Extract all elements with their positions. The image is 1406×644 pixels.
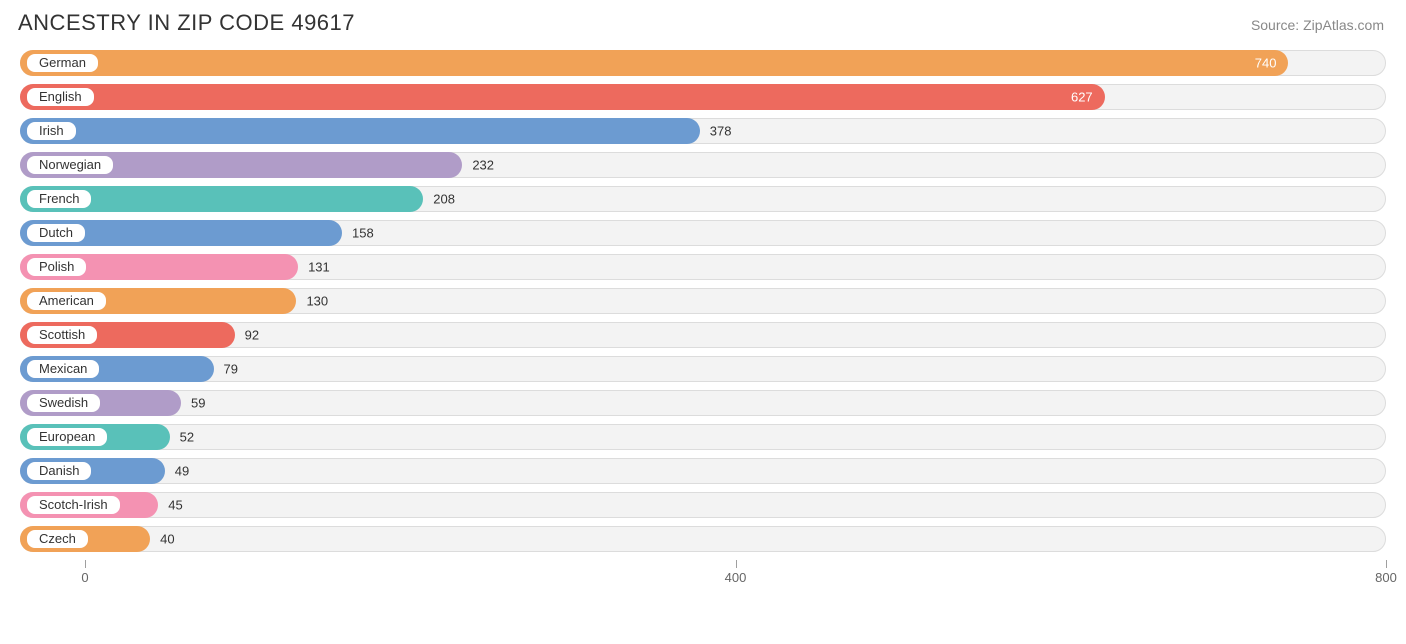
bar-value: 45 xyxy=(168,498,182,513)
bar-value: 158 xyxy=(352,226,374,241)
bar-value: 49 xyxy=(175,464,189,479)
bar-row: Scotch-Irish 45 xyxy=(20,492,1386,518)
bar-row: European 52 xyxy=(20,424,1386,450)
bar-row: English 627 xyxy=(20,84,1386,110)
category-pill: Mexican xyxy=(25,358,101,380)
bar-value: 740 xyxy=(1255,56,1277,71)
bar-value: 92 xyxy=(245,328,259,343)
bar-row: Czech 40 xyxy=(20,526,1386,552)
bar-track xyxy=(20,492,1386,518)
bar-track xyxy=(20,424,1386,450)
axis-tick-label: 0 xyxy=(81,570,88,585)
header: ANCESTRY IN ZIP CODE 49617 Source: ZipAt… xyxy=(0,0,1406,44)
bar-value: 40 xyxy=(160,532,174,547)
bar-chart: German 740 English 627 Irish 378 Norwegian 232 F… xyxy=(0,44,1406,630)
axis-tick xyxy=(736,560,737,568)
category-pill: Czech xyxy=(25,528,90,550)
bar-value: 52 xyxy=(180,430,194,445)
bar-row: Norwegian 232 xyxy=(20,152,1386,178)
axis-tick xyxy=(85,560,86,568)
bar-row: Danish 49 xyxy=(20,458,1386,484)
bar-row: German 740 xyxy=(20,50,1386,76)
bar-value: 378 xyxy=(710,124,732,139)
category-pill: Scotch-Irish xyxy=(25,494,122,516)
source-attribution: Source: ZipAtlas.com xyxy=(1251,17,1384,33)
category-pill: American xyxy=(25,290,108,312)
category-pill: Irish xyxy=(25,120,78,142)
bar-fill xyxy=(20,118,700,144)
axis-tick-label: 400 xyxy=(725,570,747,585)
bar-row: Swedish 59 xyxy=(20,390,1386,416)
bar-track xyxy=(20,390,1386,416)
bar-row: Dutch 158 xyxy=(20,220,1386,246)
bar-value: 131 xyxy=(308,260,330,275)
category-pill: French xyxy=(25,188,93,210)
category-pill: European xyxy=(25,426,109,448)
bar-row: Scottish 92 xyxy=(20,322,1386,348)
category-pill: Norwegian xyxy=(25,154,115,176)
category-pill: Dutch xyxy=(25,222,87,244)
chart-title: ANCESTRY IN ZIP CODE 49617 xyxy=(18,10,355,36)
category-pill: Scottish xyxy=(25,324,99,346)
bar-value: 59 xyxy=(191,396,205,411)
category-pill: German xyxy=(25,52,100,74)
bar-track xyxy=(20,458,1386,484)
bar-row: Irish 378 xyxy=(20,118,1386,144)
bar-value: 130 xyxy=(306,294,328,309)
bar-row: French 208 xyxy=(20,186,1386,212)
bar-value: 208 xyxy=(433,192,455,207)
bar-value: 232 xyxy=(472,158,494,173)
bar-row: Mexican 79 xyxy=(20,356,1386,382)
axis-tick xyxy=(1386,560,1387,568)
x-axis: 0400800 xyxy=(20,560,1386,590)
bar-value: 79 xyxy=(224,362,238,377)
category-pill: English xyxy=(25,86,96,108)
axis-tick-label: 800 xyxy=(1375,570,1397,585)
bar-fill xyxy=(20,50,1288,76)
bar-row: Polish 131 xyxy=(20,254,1386,280)
category-pill: Polish xyxy=(25,256,88,278)
category-pill: Swedish xyxy=(25,392,102,414)
bar-fill xyxy=(20,84,1105,110)
bar-track xyxy=(20,526,1386,552)
bar-row: American 130 xyxy=(20,288,1386,314)
bar-value: 627 xyxy=(1071,90,1093,105)
category-pill: Danish xyxy=(25,460,93,482)
